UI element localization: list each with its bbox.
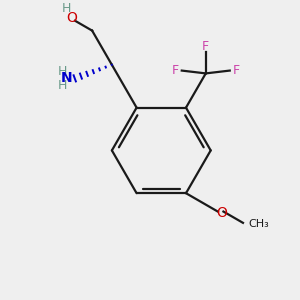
Text: H: H (62, 2, 71, 14)
Text: H: H (57, 79, 67, 92)
Text: F: F (172, 64, 179, 77)
Text: H: H (57, 65, 67, 78)
Text: F: F (232, 64, 239, 77)
Text: F: F (202, 40, 209, 53)
Text: N: N (61, 71, 72, 85)
Text: CH₃: CH₃ (249, 219, 269, 229)
Text: O: O (217, 206, 227, 220)
Text: O: O (67, 11, 78, 25)
